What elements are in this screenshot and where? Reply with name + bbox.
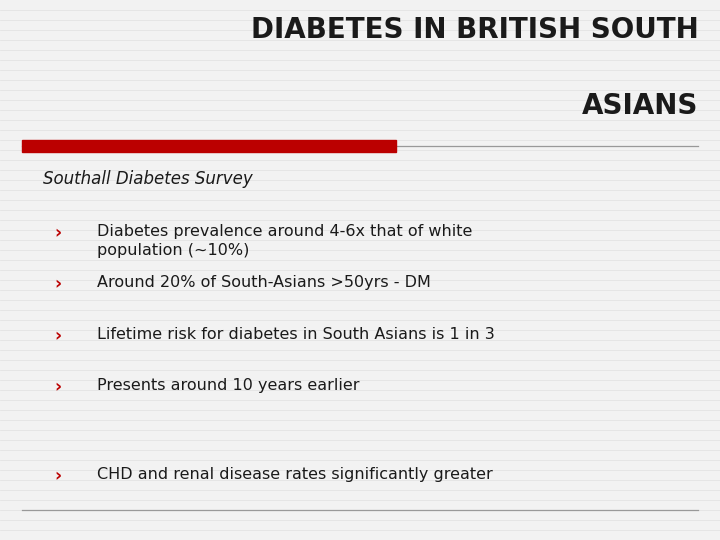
Text: ›: › bbox=[54, 327, 61, 345]
Text: Presents around 10 years earlier: Presents around 10 years earlier bbox=[97, 378, 360, 393]
Text: ›: › bbox=[54, 378, 61, 396]
Text: ASIANS: ASIANS bbox=[582, 92, 698, 120]
Text: ›: › bbox=[54, 275, 61, 293]
Text: Southall Diabetes Survey: Southall Diabetes Survey bbox=[43, 170, 253, 188]
Text: CHD and renal disease rates significantly greater: CHD and renal disease rates significantl… bbox=[97, 467, 493, 482]
Text: Diabetes prevalence around 4-6x that of white
population (~10%): Diabetes prevalence around 4-6x that of … bbox=[97, 224, 472, 258]
Bar bbox=[22, 140, 396, 152]
Text: Around 20% of South-Asians >50yrs - DM: Around 20% of South-Asians >50yrs - DM bbox=[97, 275, 431, 291]
Text: ›: › bbox=[54, 224, 61, 242]
Text: ›: › bbox=[54, 467, 61, 485]
Text: DIABETES IN BRITISH SOUTH: DIABETES IN BRITISH SOUTH bbox=[251, 16, 698, 44]
Text: Lifetime risk for diabetes in South Asians is 1 in 3: Lifetime risk for diabetes in South Asia… bbox=[97, 327, 495, 342]
